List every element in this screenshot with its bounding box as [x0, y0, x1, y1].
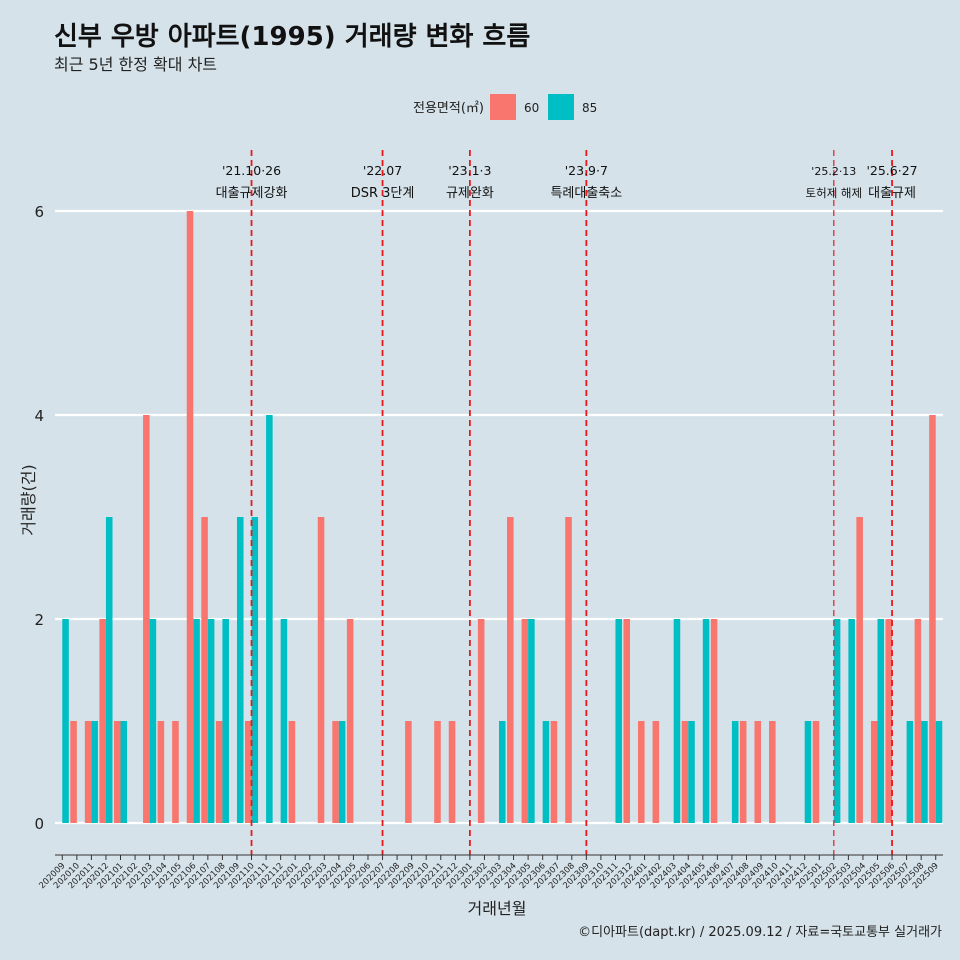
bar-60-202504	[856, 517, 863, 823]
legend-title: 전용면적(㎡)	[413, 101, 484, 116]
bar-60-202406	[710, 619, 718, 823]
event-date: '25.6·27	[866, 163, 917, 178]
event-date: '23.1·3	[448, 163, 491, 178]
bar-60-202305	[521, 619, 529, 823]
legend-label-85: 85	[582, 101, 597, 115]
bar-85-202404	[688, 721, 695, 823]
bar-85-202405	[702, 619, 710, 823]
event-date: '22.07	[363, 163, 402, 178]
event-date: '25.2·13	[811, 165, 856, 178]
x-axis-title: 거래년월	[468, 899, 527, 918]
y-axis: 0 2 4 6	[34, 203, 44, 833]
bar-60-202108	[215, 721, 223, 823]
bar-60-202211	[434, 721, 441, 823]
bar-60-202212	[448, 721, 456, 823]
bar-60-202204	[332, 721, 339, 823]
bar-60-202106	[186, 211, 194, 823]
bar-60-202012	[99, 619, 106, 823]
bar-85-202112	[280, 619, 288, 823]
bar-85-202311	[615, 619, 623, 823]
y-tick-label: 2	[34, 611, 44, 629]
bar-60-202501	[812, 721, 820, 823]
bar-60-202209	[405, 721, 412, 823]
y-tick-label: 0	[34, 815, 44, 833]
bar-60-202110	[244, 721, 252, 823]
event-label: 대출규제강화	[216, 186, 288, 201]
chart-title: 신부 우방 아파트(1995) 거래량 변화 흐름	[54, 22, 530, 52]
event-label: DSR 3단계	[351, 186, 415, 201]
legend: 전용면적(㎡) 60 85	[413, 94, 597, 120]
event-label: 토허제 해제	[806, 186, 863, 200]
bar-60-202509	[929, 415, 936, 823]
bar-60-202409	[754, 721, 762, 823]
bar-60-202308	[565, 517, 572, 823]
bar-60-202307	[550, 721, 558, 823]
bar-60-202302	[477, 619, 485, 823]
chart-subtitle: 최근 5년 한정 확대 차트	[54, 55, 217, 74]
bar-60-202203	[317, 517, 325, 823]
event-label: 규제완화	[446, 186, 494, 201]
bar-60-202402	[652, 721, 660, 823]
bar-85-202009	[62, 619, 69, 823]
bar-60-202105	[172, 721, 179, 823]
bar-60-202201	[288, 721, 296, 823]
legend-label-60: 60	[524, 101, 539, 115]
bar-85-202503	[848, 619, 855, 823]
bar-60-202101	[113, 721, 121, 823]
event-lines: '21.10·26 대출규제강화 '22.07 DSR 3단계 '23.1·3 규제완화 '…	[216, 150, 918, 855]
x-axis: 2020092020102020112020122021012021022021…	[37, 854, 943, 891]
bar-85-202508	[921, 721, 928, 823]
legend-swatch-85	[548, 94, 574, 120]
bar-60-202312	[623, 619, 631, 823]
bar-60-202104	[157, 721, 165, 823]
bar-85-202509	[935, 721, 943, 823]
bar-85-202107	[207, 619, 215, 823]
bar-85-202110	[251, 517, 259, 823]
y-axis-title: 거래량(건)	[19, 464, 38, 535]
bar-60-202205	[346, 619, 354, 823]
bar-60-202404	[681, 721, 689, 823]
bar-60-202506	[885, 619, 893, 823]
bar-60-202011	[84, 721, 92, 823]
bar-85-202011	[91, 721, 98, 823]
bar-60-202010	[70, 721, 77, 823]
bar-85-202106	[193, 619, 200, 823]
bar-60-202508	[914, 619, 922, 823]
bar-85-202412	[804, 721, 812, 823]
bar-85-202507	[906, 721, 914, 823]
bar-60-202103	[143, 415, 150, 823]
source-caption: ©디아파트(dapt.kr) / 2025.09.12 / 자료=국토교통부 실…	[578, 925, 942, 940]
bar-85-202012	[105, 517, 113, 823]
bar-85-202101	[120, 721, 128, 823]
bars	[62, 211, 943, 823]
bar-60-202410	[769, 721, 776, 823]
bar-85-202108	[222, 619, 229, 823]
bar-85-202305	[528, 619, 535, 823]
y-tick-label: 4	[34, 407, 44, 425]
bar-85-202505	[877, 619, 885, 823]
legend-swatch-60	[490, 94, 516, 120]
event-label: 특례대출축소	[550, 186, 622, 201]
bar-85-202403	[673, 619, 681, 823]
event-date: '23.9·7	[565, 163, 608, 178]
bar-60-202505	[870, 721, 878, 823]
bar-60-202401	[638, 721, 645, 823]
bar-85-202111	[266, 415, 273, 823]
bar-85-202407	[731, 721, 739, 823]
bar-60-202107	[201, 517, 208, 823]
bar-85-202204	[338, 721, 346, 823]
bar-85-202306	[542, 721, 550, 823]
bar-85-202109	[236, 517, 244, 823]
bar-85-202103	[149, 619, 157, 823]
bar-60-202408	[739, 721, 747, 823]
event-date: '21.10·26	[222, 163, 281, 178]
bar-85-202303	[499, 721, 506, 823]
bar-85-202502	[833, 619, 841, 823]
bar-60-202304	[507, 517, 514, 823]
y-tick-label: 6	[34, 203, 44, 221]
event-label: 대출규제	[868, 186, 916, 201]
